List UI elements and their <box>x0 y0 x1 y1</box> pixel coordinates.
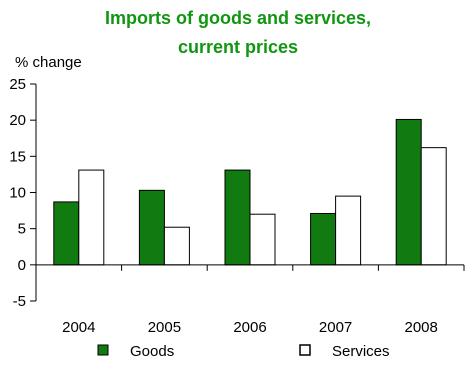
x-tick-label: 2005 <box>148 319 181 336</box>
chart-title-line-2: current prices <box>178 37 298 57</box>
legend-swatch-services <box>299 344 311 356</box>
x-tick-label: 2007 <box>319 319 352 336</box>
y-tick-label: 25 <box>9 76 26 93</box>
y-tick-label: 20 <box>9 112 26 129</box>
chart-title-line-1: Imports of goods and services, <box>105 8 371 28</box>
y-tick-label: 5 <box>18 221 26 238</box>
bars <box>53 118 447 266</box>
legend-label-services: Services <box>332 343 390 360</box>
y-tick-label: 10 <box>9 185 26 202</box>
bar-goods-2004 <box>53 201 80 266</box>
y-tick-label: 15 <box>9 148 26 165</box>
bar-goods-2005 <box>138 189 165 266</box>
bar-goods-2006 <box>224 169 251 266</box>
x-tick-label: 2008 <box>405 319 438 336</box>
y-tick-label: 0 <box>18 257 26 274</box>
bar-services-2005 <box>163 226 190 266</box>
legend-label-goods: Goods <box>130 343 174 360</box>
bar-services-2006 <box>249 213 276 266</box>
bar-goods-2007 <box>310 212 337 266</box>
bar-services-2004 <box>78 169 105 266</box>
legend-swatch-goods <box>97 344 109 356</box>
bar-services-2008 <box>420 147 447 266</box>
axes <box>35 84 465 301</box>
y-tick-label: -5 <box>13 293 26 310</box>
x-tick-label: 2006 <box>233 319 266 336</box>
x-tick-label: 2004 <box>62 319 95 336</box>
legend: Goods Services <box>97 343 390 360</box>
y-axis-label: % change <box>15 54 82 71</box>
bar-goods-2008 <box>395 118 422 266</box>
x-axis-labels: 2004 2005 2006 2007 2008 <box>62 319 438 336</box>
bar-services-2007 <box>335 195 362 266</box>
y-axis-ticks: -5 0 5 10 15 20 25 <box>9 76 36 310</box>
